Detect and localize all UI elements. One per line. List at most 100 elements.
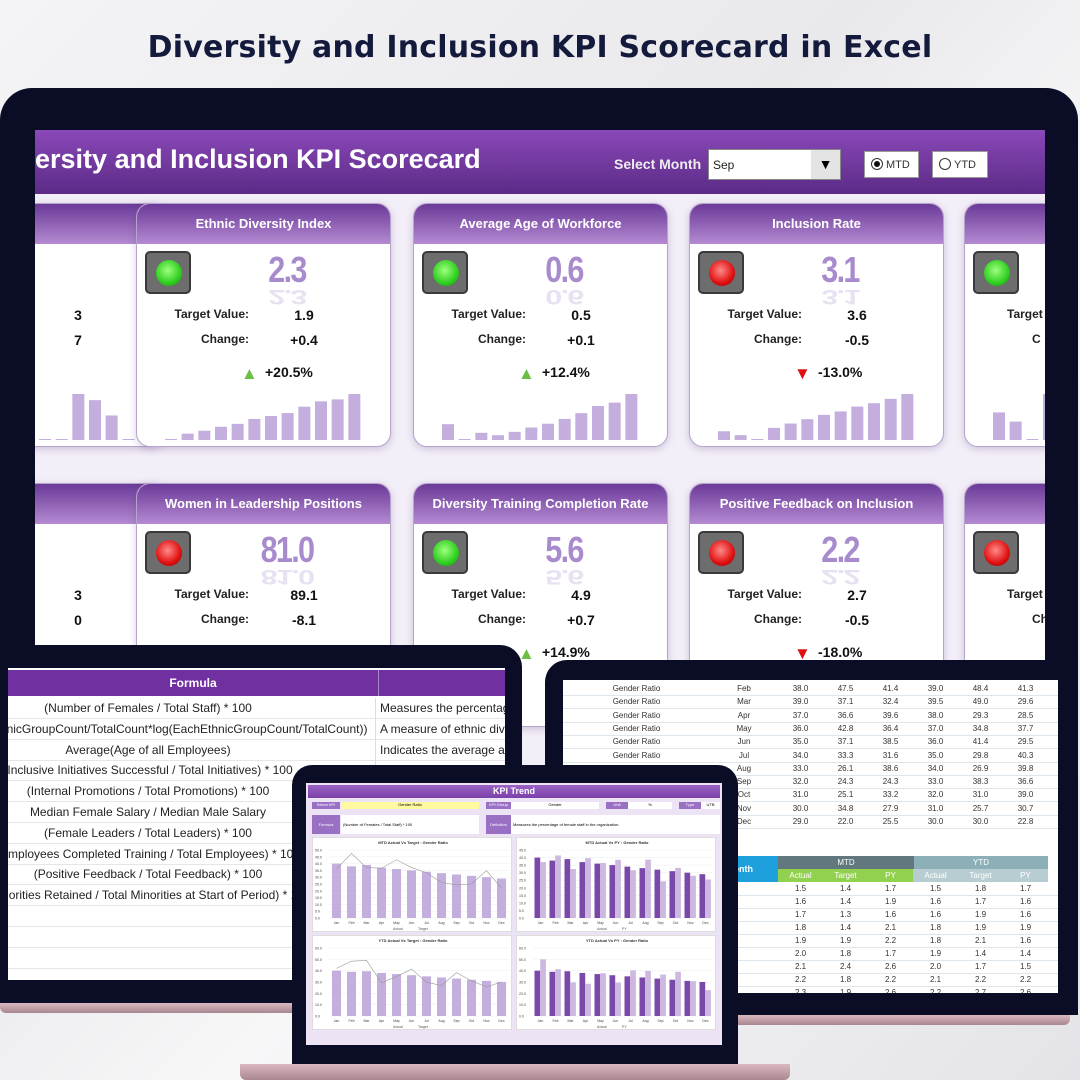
target-label: Target Value: [451,587,526,601]
x-tick-label: Oct [469,1019,474,1023]
data-cell: 27.9 [882,803,899,813]
sparkline-bar [901,394,914,440]
mtd-radio[interactable]: MTD [864,151,919,178]
data-cell: 33.3 [837,750,854,760]
kpi-card[interactable]: Inte Target C [964,203,1045,447]
formula-cell: Median Female Salary / Median Male Salar… [29,805,267,819]
type-value: UTB [701,802,720,809]
summary-cell: 1.8 [974,884,987,893]
dashboard-title: Diversity and Inclusion KPI Scorecard [35,144,481,174]
change-percent: +12.4% [542,364,590,380]
kpi-trend-header: KPI Trend [308,785,720,798]
summary-cell: 1.8 [929,923,942,932]
bar-py [615,859,621,918]
bar-actual [392,974,401,1016]
x-tick-label: Sep [657,921,663,925]
sparkline-bar [475,432,488,440]
bar-py [630,870,636,918]
x-tick-label: Mar [567,921,574,925]
sparkline-chart [165,394,361,440]
summary-cell: 1.9 [974,910,987,919]
data-cell: Feb [737,684,751,693]
x-tick-label: Dec [498,921,504,925]
sparkline-bar [768,427,780,440]
kpi-card[interactable]: Ethnic Diversity Index 2.3 2.3 Target Value… [136,203,391,447]
month-dropdown[interactable]: Sep ▼ [708,149,841,180]
data-cell: 37.7 [1017,723,1034,733]
kpi-value: 81.0 [260,529,315,570]
kpi-card-title: Inte [965,204,1045,244]
data-cell: 22.0 [837,817,854,826]
summary-cell: 1.9 [884,897,897,906]
bar-actual [362,864,371,918]
chart-plot: 60.0 50.0 40.0 30.0 20.0 10.0 0.0 Jan Feb Mar Apr M… [315,947,509,1029]
summary-cell: 1.4 [1019,949,1032,958]
kpi-card[interactable]: Inclusion Rate 3.1 3.1 Target Value: Change:… [689,203,944,447]
summary-cell: 2.2 [884,975,897,984]
chevron-down-icon[interactable]: ▼ [811,150,840,179]
x-tick-label: Feb [348,921,354,925]
x-tick-label: Aug [642,921,648,925]
radio-selected-icon [871,158,883,170]
target-value: 4.9 [571,587,591,603]
target-label: Target Value: [727,307,802,321]
data-cell: 36.6 [837,710,854,720]
x-tick-label: Feb [552,1019,558,1023]
summary-cell: 2.3 [794,988,807,993]
sparkline-bar [625,394,638,440]
empty-row [8,948,505,969]
select-kpi-field[interactable]: Gender Ratio [341,802,479,809]
y-tick-label: 45.0 [315,855,322,859]
bar-py [645,859,651,918]
bar-py [690,875,696,918]
kpi-value: 3.1 [821,249,860,290]
data-cell: Gender Ratio [612,750,661,760]
change-percent: +20.5% [265,364,313,380]
formula-cell: (Positive Feedback / Total Feedback) * 1… [33,867,263,882]
data-cell: 31.0 [972,790,989,800]
y-tick-label: 20.0 [315,889,322,893]
x-tick-label: May [393,921,400,925]
sparkline-chart [993,394,1045,440]
target-label: Target [1007,587,1043,601]
dashboard-header: Diversity and Inclusion KPI Scorecard Se… [35,130,1045,194]
radio-empty-icon [939,158,951,170]
y-tick-label: 20.0 [519,992,526,996]
y-tick-label: 25.0 [315,883,322,887]
trend-chart: YTD Actual Vs PY : Gender Ratio 60.0 50.0 4… [516,935,716,1030]
sparkline-chart [718,394,914,440]
ytd-radio[interactable]: YTD [932,151,988,178]
sparkline-bar [122,439,135,440]
page-title: Diversity and Inclusion KPI Scorecard in… [147,30,933,65]
sparkline-bar [508,431,521,440]
legend-item: Actual [393,927,403,931]
x-tick-label: Apr [583,921,589,925]
bar-actual [624,866,631,918]
x-tick-label: Jan [334,921,340,925]
red-light-icon [709,540,735,566]
kpi-card[interactable]: Average Age of Workforce 0.6 0.6 Target Val… [413,203,668,447]
formula-label: Formula [312,815,340,834]
x-tick-label: Jul [628,1019,633,1023]
status-light-icon [698,251,744,294]
formula-cell: -Sum(EachEthnicGroupCount/TotalCount*log… [8,721,368,736]
status-light-icon [145,531,191,574]
data-cell: Dec [736,817,752,826]
mtd-header: MTD [778,856,914,869]
formula-cell: (Female Leaders / Total Leaders) * 100 [44,825,252,840]
x-tick-label: Oct [469,921,474,925]
laptop-left-base [0,1003,510,1013]
data-cell: 39.8 [1017,763,1034,773]
bar-py [585,983,591,1016]
formula-cell: (Employees Completed Training / Total Em… [8,846,300,861]
x-tick-label: Jun [409,1019,415,1023]
data-cell: 29.8 [972,750,989,760]
summary-cell: 1.4 [974,949,987,958]
data-cell: 48.4 [972,684,989,693]
sub-header: Target [823,869,868,882]
change-percent: -18.0% [818,644,863,660]
y-tick-label: 15.0 [519,894,526,898]
bar-actual [422,976,431,1016]
data-cell: 25.1 [837,790,854,800]
summary-cell: 1.8 [929,936,942,945]
